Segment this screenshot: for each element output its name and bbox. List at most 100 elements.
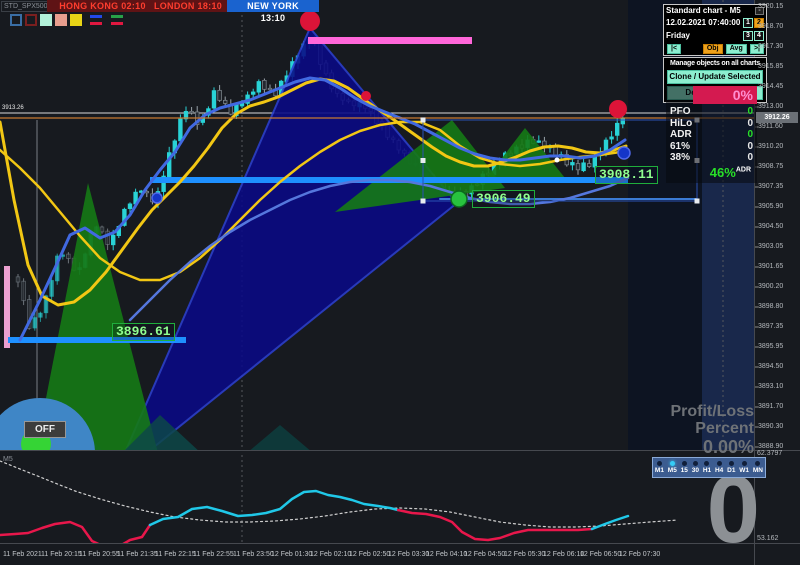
osc-bull-1[interactable] — [148, 489, 400, 527]
preset-4-button[interactable]: 4 — [754, 31, 764, 41]
price-level-label-2[interactable]: 3896.61 — [112, 323, 175, 341]
avg-button[interactable]: Avg — [725, 44, 747, 54]
blue-level-3896[interactable] — [8, 337, 186, 343]
candle-body — [21, 280, 26, 302]
price-tick: 3894.50 — [758, 363, 784, 370]
red-dot-right[interactable] — [609, 100, 627, 118]
red-dot-top[interactable] — [300, 11, 320, 31]
lines-blue-red-top — [90, 15, 102, 18]
osc-bear-2[interactable] — [396, 508, 594, 542]
timeframe-label: H4 — [714, 467, 724, 474]
percent-badge: 0% — [693, 86, 757, 104]
stat-value: 0 — [747, 117, 753, 129]
time-tick: 11 Feb 21:35 — [117, 551, 158, 558]
sub-indicator-label: M5 — [3, 456, 13, 463]
time-tick: 12 Feb 07:30 — [619, 551, 661, 558]
lines-green-red[interactable] — [110, 14, 124, 26]
time-tick: 12 Feb 06:10 — [543, 551, 585, 558]
timeframe-button-m1[interactable]: M1 — [655, 461, 664, 474]
lines-green-red-bottom — [111, 22, 123, 25]
osc-signal-dotted[interactable] — [0, 460, 679, 528]
off-toggle-button[interactable]: OFF — [24, 421, 66, 438]
time-tick: 11 Feb 23:50 — [233, 551, 274, 558]
red-dot-small[interactable] — [361, 91, 371, 101]
white-dot[interactable] — [554, 157, 560, 163]
watermark-zero: 0 — [706, 456, 760, 563]
nav-first-button[interactable]: |< — [667, 43, 682, 54]
candle-body — [26, 299, 32, 329]
square-mint[interactable] — [40, 14, 52, 26]
time-tick: 12 Feb 04:50 — [464, 551, 506, 558]
candle-body — [256, 81, 261, 93]
manage-objects-title: Manage objects on all charts — [669, 60, 761, 67]
stat-row-adr: ADR 0 — [666, 129, 757, 141]
square-salmon[interactable] — [55, 14, 67, 26]
timeframe-label: M5 — [667, 467, 677, 474]
timeframe-button-h1[interactable]: H1 — [703, 461, 711, 474]
minimize-button[interactable]: - — [755, 6, 764, 15]
timeframe-button-m5[interactable]: M5 — [668, 461, 677, 474]
selection-handle[interactable] — [420, 158, 426, 163]
time-tick: 11 Feb 22:15 — [155, 551, 196, 558]
timeframe-button-15[interactable]: 15 — [681, 461, 688, 474]
candle-body — [615, 122, 620, 136]
preset-3-button[interactable]: 3 — [743, 31, 753, 41]
navy-triangle-main[interactable] — [113, 26, 459, 480]
teal-wedge-2[interactable] — [215, 425, 345, 480]
green-mountain-right[interactable] — [482, 128, 565, 184]
price-tick: 3891.70 — [758, 403, 784, 410]
teal-wedge-1[interactable] — [95, 415, 230, 480]
stat-label: PFO — [670, 106, 691, 117]
green-buy-marker[interactable] — [450, 190, 468, 208]
candle-body — [553, 146, 558, 156]
square-outline-blue[interactable] — [10, 14, 22, 26]
square-outline-red[interactable] — [25, 14, 37, 26]
obj-button[interactable]: Obj — [702, 44, 723, 54]
preset-2-button[interactable]: 2 — [754, 18, 764, 28]
timeframe-panel: M1 M5 15 30 H1 H4 D1 W1 MN — [652, 457, 766, 478]
object-toolbar — [10, 14, 124, 26]
time-tick: 12 Feb 01:30 — [271, 551, 313, 558]
price-tick: 3908.75 — [758, 163, 784, 170]
candle-body — [250, 91, 256, 95]
timeframe-button-w1[interactable]: W1 — [739, 461, 749, 474]
stat-label: 38% — [670, 152, 691, 163]
timeframe-dot — [728, 461, 734, 466]
blue-ma-slow[interactable] — [128, 176, 630, 322]
timeframe-button-30[interactable]: 30 — [692, 461, 699, 474]
blue-ball-2[interactable] — [617, 146, 631, 160]
timeframe-dot — [716, 461, 722, 466]
green-mountain-left[interactable] — [30, 183, 165, 480]
price-level-label-1[interactable]: 3906.49 — [472, 190, 535, 208]
nav-last-button[interactable]: >| — [749, 44, 764, 54]
timeframe-dot — [741, 461, 747, 466]
blue-ball-1[interactable] — [151, 192, 163, 204]
stat-row-pfo: PFO 0 — [666, 106, 757, 118]
timeframe-dot — [681, 461, 687, 466]
timeframe-button-mn[interactable]: MN — [753, 461, 763, 474]
price-tick: 3904.50 — [758, 223, 784, 230]
preset-1-button[interactable]: 1 — [743, 18, 753, 28]
osc-bull-2[interactable] — [590, 514, 630, 531]
yellow-ma-slow[interactable] — [0, 120, 622, 282]
clone-update-button[interactable]: Clone / Update Selected — [667, 70, 763, 84]
selection-handle[interactable] — [420, 117, 426, 123]
timeframe-button-d1[interactable]: D1 — [727, 461, 735, 474]
selection-handle[interactable] — [694, 198, 700, 204]
standard-chart-panel: Standard chart - M5 - 12.02.2021 07:40:0… — [663, 4, 767, 56]
price-level-label-0[interactable]: 3908.11 — [595, 166, 658, 184]
candle-body — [189, 110, 194, 114]
green-mountain-mid[interactable] — [335, 120, 505, 212]
pink-left-bar[interactable] — [4, 266, 10, 348]
lines-blue-red[interactable] — [89, 14, 103, 26]
lines-blue-red-bottom — [90, 22, 102, 25]
timeframe-dot — [755, 461, 761, 466]
candle-body — [105, 230, 110, 245]
square-yellow[interactable] — [70, 14, 82, 26]
timeframe-button-h4[interactable]: H4 — [715, 461, 723, 474]
selection-handle[interactable] — [420, 198, 426, 204]
timeframe-dot — [656, 461, 662, 466]
blue-ma-fast[interactable] — [18, 76, 627, 342]
osc-bear-1[interactable] — [0, 520, 152, 547]
pink-top-bar[interactable] — [308, 37, 472, 44]
